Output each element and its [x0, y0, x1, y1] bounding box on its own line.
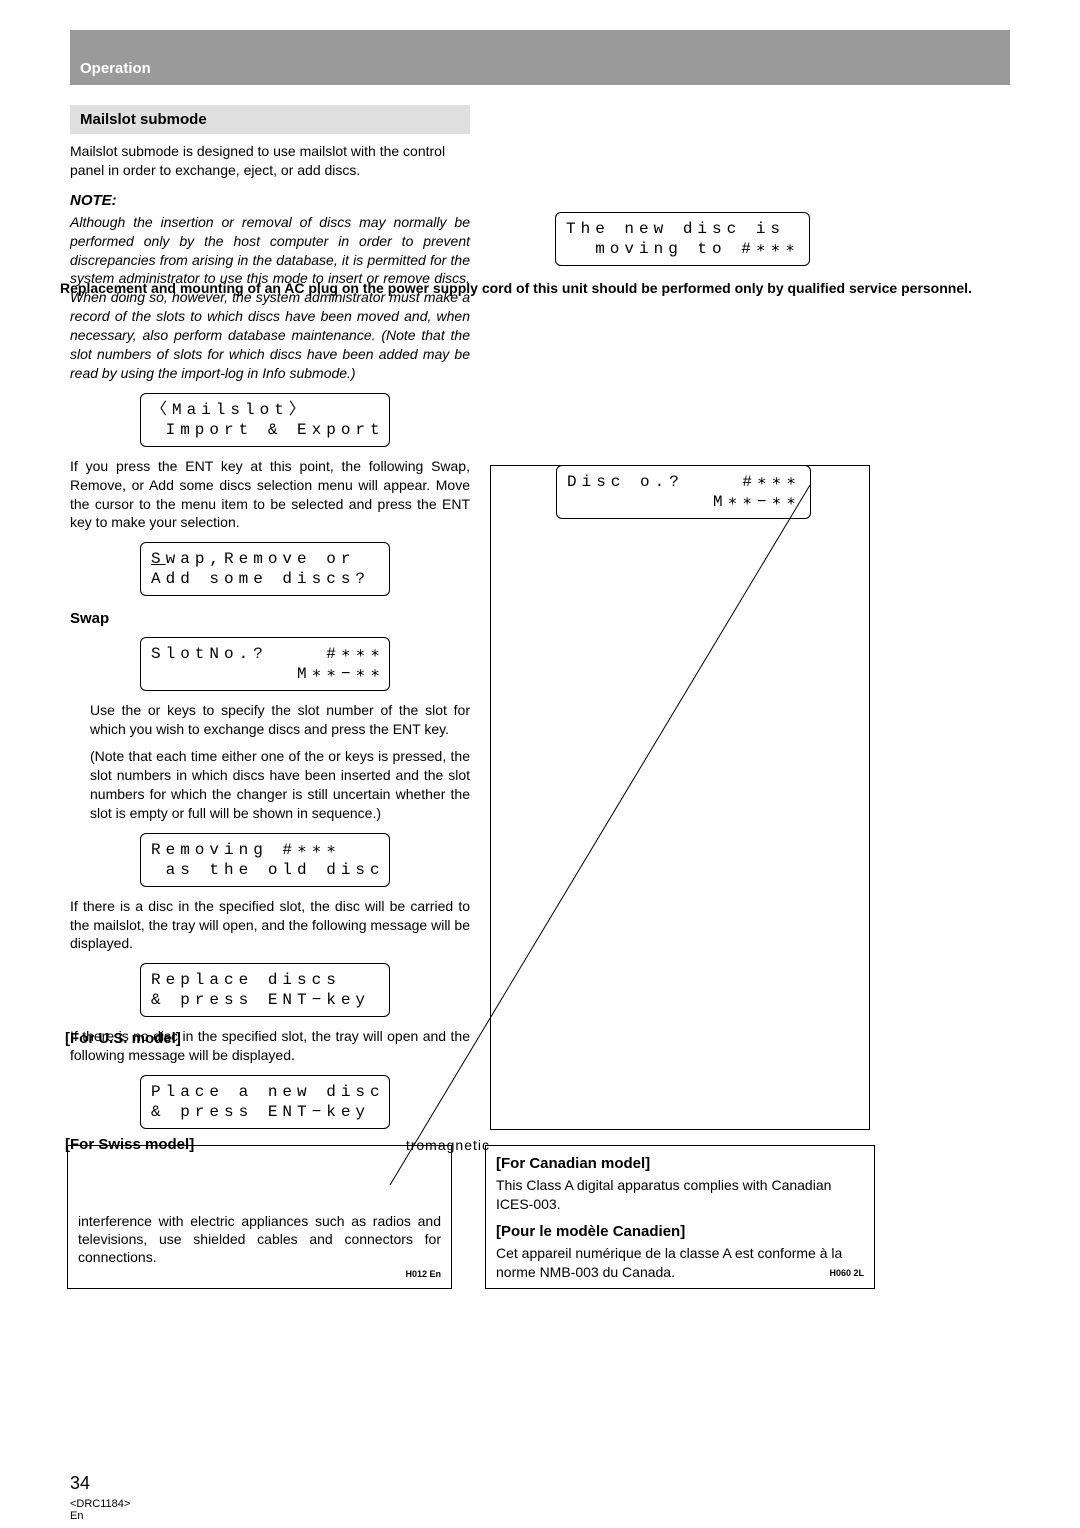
- lcd-moving: The new disc is moving to #∗∗∗: [555, 212, 810, 266]
- swap-label: Swap: [70, 610, 480, 627]
- interference-box: interference with electric appliances su…: [67, 1145, 452, 1289]
- section-title: Mailslot submode: [70, 105, 470, 134]
- canadian-box: [For Canadian model] This Class A digita…: [485, 1145, 875, 1289]
- interference-text: interference with electric appliances su…: [78, 1213, 441, 1265]
- lcd-replace: Replace discs & press ENT−key: [140, 963, 390, 1017]
- para-press-ent: If you press the ENT key at this point, …: [70, 457, 470, 533]
- header-bar: Operation: [70, 30, 1010, 85]
- canadian-h2: [Pour le modèle Canadien]: [496, 1222, 864, 1242]
- header-operation: Operation: [80, 60, 151, 77]
- right-lcd-moving-wrap: The new disc is moving to #∗∗∗: [555, 212, 810, 266]
- para-note-each: (Note that each time either one of the o…: [90, 747, 470, 823]
- canadian-t1: This Class A digital apparatus complies …: [496, 1176, 864, 1214]
- h060-tag: H060 2L: [829, 1267, 864, 1279]
- doc-id: <DRC1184>: [70, 1498, 130, 1510]
- lcd-place-new: Place a new disc & press ENT−key: [140, 1075, 390, 1129]
- note-label: NOTE:: [70, 192, 480, 209]
- overlay-swiss-model: [For Swiss model]: [65, 1136, 194, 1153]
- para-if-disc: If there is a disc in the specified slot…: [70, 897, 470, 954]
- overlay-warning: Replacement and mounting of an AC plug o…: [60, 280, 1020, 296]
- lcd-mailslot: 〈Mailslot〉 Import & Export: [140, 393, 390, 447]
- note-body: Although the insertion or removal of dis…: [70, 213, 470, 383]
- h012-tag: H012 En: [78, 1269, 441, 1281]
- lcd-disc-o: Disc o.? #∗∗∗ M∗∗−∗∗: [556, 465, 811, 519]
- overlay-us-model: [For U.S. model]: [65, 1030, 181, 1047]
- lcd-swap-menu: Swap,Remove or Add some discs?: [140, 542, 390, 596]
- left-column: Mailslot submode Mailslot submode is des…: [70, 105, 480, 1153]
- para-use-keys: Use the or keys to specify the slot numb…: [90, 701, 470, 739]
- page-number: 34: [70, 1473, 90, 1494]
- intro-text: Mailslot submode is designed to use mail…: [70, 142, 470, 180]
- canadian-t2: Cet appareil numérique de la classe A es…: [496, 1245, 842, 1280]
- lcd-slotno: SlotNo.? #∗∗∗ M∗∗−∗∗: [140, 637, 390, 691]
- lcd-removing: Removing #∗∗∗ as the old disc: [140, 833, 390, 887]
- doc-lang: En: [70, 1510, 83, 1522]
- right-tall-box: Disc o.? #∗∗∗ M∗∗−∗∗: [490, 465, 870, 1130]
- canadian-h1: [For Canadian model]: [496, 1154, 864, 1174]
